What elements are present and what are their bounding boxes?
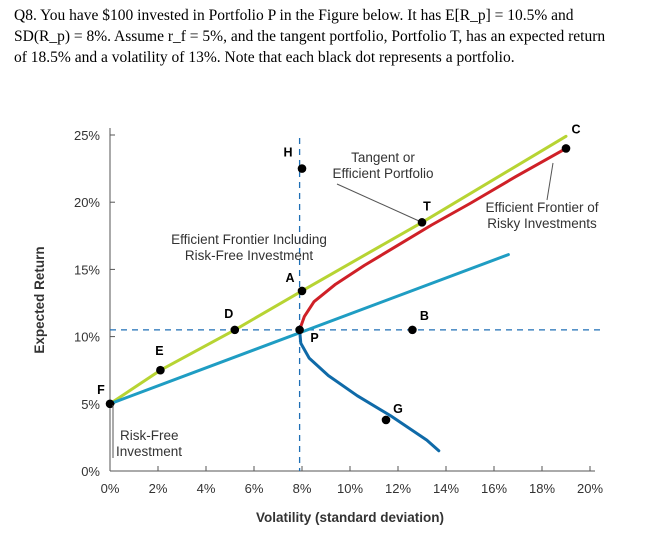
portfolio-label-a: A	[285, 271, 294, 285]
x-tick-label: 6%	[245, 481, 264, 496]
portfolio-point-t	[417, 218, 427, 227]
portfolio-point-d	[230, 325, 240, 335]
y-tick-label: 5%	[81, 397, 100, 412]
axes	[109, 128, 595, 472]
series-line-0	[108, 134, 568, 406]
portfolio-point-c	[561, 144, 571, 153]
question-line-1: Q8. You have $100 invested in Portfolio …	[14, 7, 574, 24]
x-tick-label: 20%	[577, 481, 603, 496]
portfolio-point-e	[156, 365, 165, 375]
portfolio-label-g: G	[393, 402, 403, 416]
tangent-label-line-1: Tangent or	[351, 150, 415, 165]
portfolio-points: F E D P A H T B G C	[97, 122, 581, 425]
portfolio-label-f: F	[97, 383, 105, 397]
portfolio-label-c: C	[571, 122, 580, 136]
frontier-incl-label-line-1: Efficient Frontier Including	[171, 232, 327, 247]
series-line-2	[298, 146, 568, 332]
risk-free-label-line-2: Investment	[116, 444, 182, 459]
x-tick-label: 10%	[337, 481, 363, 496]
x-axis-title: Volatility (standard deviation)	[256, 510, 444, 525]
y-tick-label: 25%	[74, 128, 100, 143]
frontier-risky-label-line-2: Risky Investments	[487, 216, 597, 231]
portfolio-point-g	[381, 415, 391, 425]
tangent-pointer-line	[336, 183, 420, 222]
annotations: Tangent or Efficient Portfolio Efficient…	[112, 150, 599, 459]
question-text: Q8. You have $100 invested in Portfolio …	[14, 5, 644, 68]
portfolio-label-p: P	[310, 331, 318, 345]
portfolio-point-p	[295, 325, 304, 335]
x-tick-label: 16%	[481, 481, 507, 496]
tangent-label-line-2: Efficient Portfolio	[332, 166, 433, 181]
x-tick-label: 0%	[101, 481, 120, 496]
reference-lines	[110, 138, 600, 471]
x-tick-label: 8%	[293, 481, 312, 496]
question-line-2: SD(R_p) = 8%. Assume r_f = 5%, and the t…	[14, 28, 606, 45]
portfolio-label-e: E	[155, 344, 163, 358]
frontier-pointer-line	[546, 162, 554, 201]
series-layer	[108, 134, 568, 453]
x-tick-label: 2%	[149, 481, 168, 496]
portfolio-label-t: T	[423, 199, 431, 213]
portfolio-label-d: D	[224, 307, 233, 321]
ticks: 0% 2% 4% 6% 8% 10% 12% 14% 16% 18% 20% 0% 5% 10% 15% 20…	[74, 128, 603, 496]
y-tick-label: 10%	[74, 330, 100, 345]
x-tick-label: 12%	[385, 481, 411, 496]
x-tick-label: 4%	[197, 481, 216, 496]
annotation-pointers	[336, 162, 554, 222]
frontier-risky-label-line-1: Efficient Frontier of	[485, 200, 598, 215]
question-line-3: of 18.5% and a volatility of 13%. Note t…	[14, 49, 515, 66]
y-axis-title: Expected Return	[32, 246, 47, 353]
portfolio-point-a	[297, 286, 307, 296]
y-tick-label: 15%	[74, 262, 100, 277]
portfolio-point-h	[297, 164, 307, 173]
portfolio-point-f	[105, 399, 115, 409]
portfolio-label-h: H	[283, 146, 292, 160]
x-tick-label: 14%	[433, 481, 459, 496]
portfolio-label-b: B	[420, 309, 429, 323]
series-line-3	[298, 328, 441, 453]
risk-free-label-line-1: Risk-Free	[120, 428, 179, 443]
y-tick-label: 0%	[81, 464, 100, 479]
frontier-incl-label-line-2: Risk-Free Investment	[185, 248, 314, 263]
series-line-1	[108, 253, 510, 406]
portfolio-point-b	[408, 325, 417, 335]
x-tick-label: 18%	[529, 481, 555, 496]
y-tick-label: 20%	[74, 195, 100, 210]
